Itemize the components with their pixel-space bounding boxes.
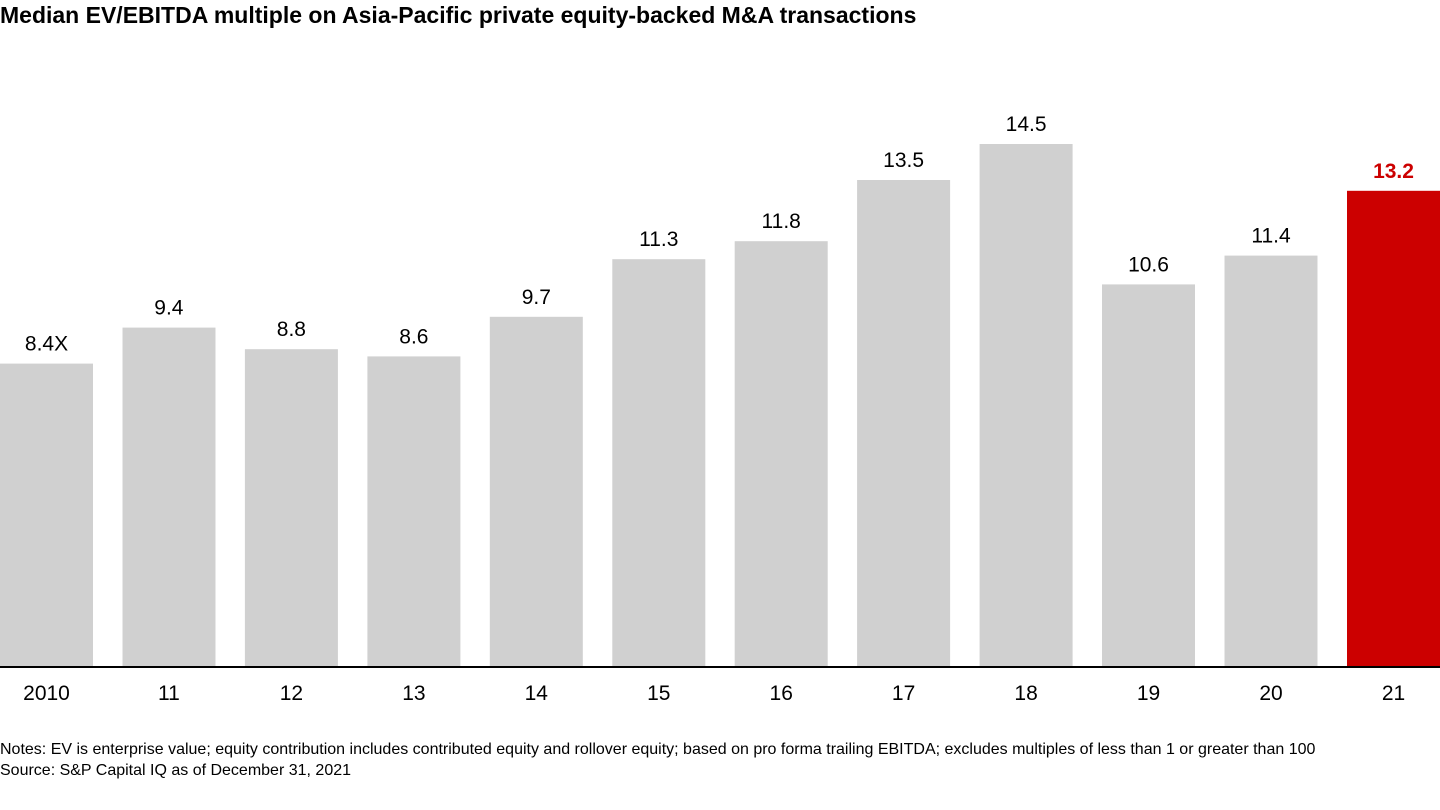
bar-20 xyxy=(1224,255,1318,666)
value-label-18: 14.5 xyxy=(1006,113,1047,136)
value-label-12: 8.8 xyxy=(277,318,306,341)
bar-13 xyxy=(367,356,461,666)
value-label-20: 11.4 xyxy=(1251,225,1291,248)
value-label-21: 13.2 xyxy=(1373,160,1414,183)
x-tick-label-17: 17 xyxy=(892,682,915,705)
chart-title: Median EV/EBITDA multiple on Asia-Pacifi… xyxy=(0,2,917,28)
value-label-19: 10.6 xyxy=(1128,253,1169,276)
x-tick-label-16: 16 xyxy=(770,682,793,705)
x-tick-label-15: 15 xyxy=(647,682,670,705)
bar-16 xyxy=(734,241,828,666)
x-tick-label-2010: 2010 xyxy=(23,682,70,705)
value-labels-group: 8.4X 9.4 8.8 8.6 9.7 11.3 11.8 13.5 14.5 10.6 11.4… xyxy=(25,113,1414,356)
value-label-11: 9.4 xyxy=(154,297,184,320)
value-label-14: 9.7 xyxy=(522,286,551,309)
bars-group xyxy=(0,144,1440,667)
x-tick-label-21: 21 xyxy=(1382,682,1405,705)
bar-14 xyxy=(489,316,583,666)
value-label-17: 13.5 xyxy=(883,149,924,172)
x-tick-label-12: 12 xyxy=(280,682,303,705)
x-tick-label-11: 11 xyxy=(158,682,180,705)
bar-19 xyxy=(1102,284,1195,666)
x-tick-label-20: 20 xyxy=(1259,682,1282,705)
notes-text: Notes: EV is enterprise value; equity co… xyxy=(0,741,1316,758)
bar-15 xyxy=(612,259,706,666)
bar-chart: 8.4X 9.4 8.8 8.6 9.7 11.3 11.8 13.5 14.5 10.6 11.4… xyxy=(0,113,1440,705)
value-label-16: 11.8 xyxy=(762,210,801,233)
bar-2010 xyxy=(0,363,93,666)
source-text: Source: S&P Capital IQ as of December 31… xyxy=(0,762,352,779)
value-label-13: 8.6 xyxy=(399,325,428,348)
value-label-15: 11.3 xyxy=(639,228,678,251)
value-label-2010: 8.4X xyxy=(25,333,68,356)
x-tick-label-13: 13 xyxy=(402,682,425,705)
notes-block: Notes: EV is enterprise value; equity co… xyxy=(0,739,1438,781)
x-tick-label-19: 19 xyxy=(1137,682,1160,705)
x-tick-label-18: 18 xyxy=(1014,682,1037,705)
bar-11 xyxy=(122,327,216,666)
x-tick-labels-group: 2010 11 12 13 14 15 16 17 18 19 20 21 xyxy=(23,682,1405,705)
bar-12 xyxy=(244,349,338,666)
bar-21 xyxy=(1347,190,1440,667)
bar-17 xyxy=(857,180,951,666)
bar-18 xyxy=(979,144,1073,666)
x-tick-label-14: 14 xyxy=(525,682,549,705)
